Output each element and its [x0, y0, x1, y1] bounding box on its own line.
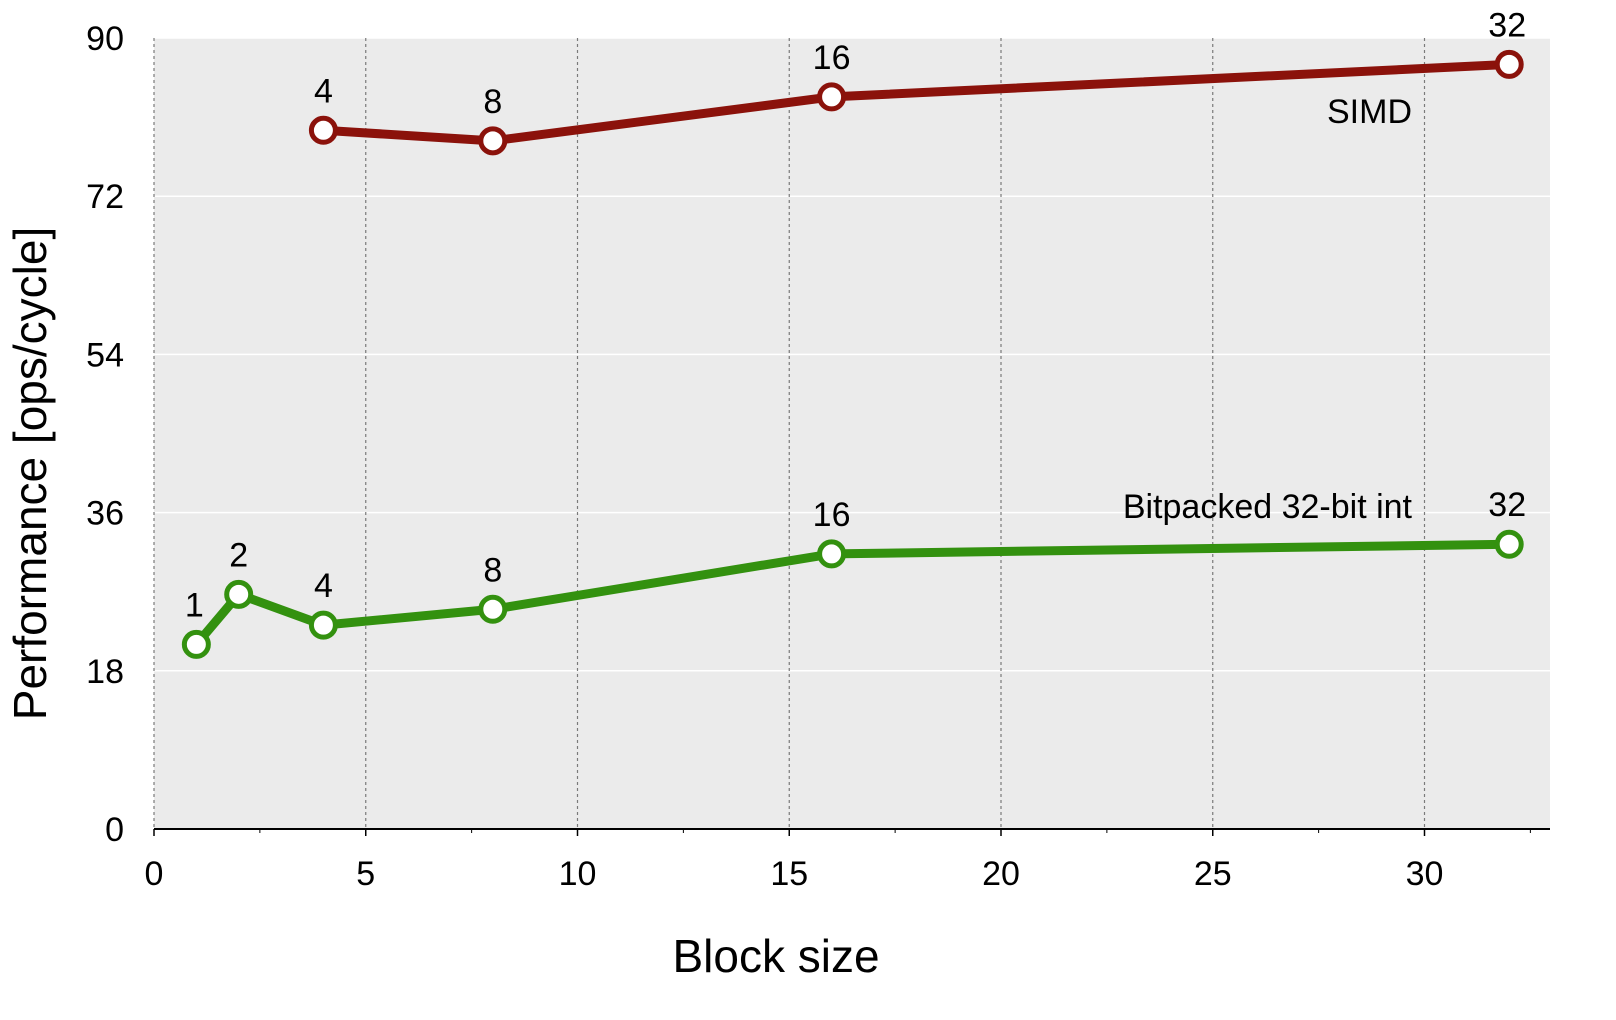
data-point-label: 2 — [229, 536, 248, 574]
series-layer: 4 8 16 32 SIMD 12 4 8 16 32 Bitpacked 32-bit int — [181, 6, 1526, 659]
x-tick-label: 25 — [1194, 855, 1232, 893]
x-tick-label: 15 — [770, 855, 808, 893]
series-simd: 4 8 16 32 SIMD — [308, 6, 1526, 156]
data-point-label: 32 — [1488, 6, 1526, 44]
y-tick-label: 18 — [86, 653, 124, 691]
data-point — [224, 579, 254, 609]
data-point — [308, 610, 338, 640]
y-tick-label: 54 — [86, 336, 124, 374]
x-axis-ticks: 0 5 10 15 20 25 30 — [145, 829, 1531, 893]
x-tick-label: 30 — [1406, 855, 1444, 893]
y-axis-ticks: 0 18 36 54 72 90 — [86, 20, 124, 849]
data-point — [181, 629, 211, 659]
data-point — [1494, 529, 1524, 559]
series-name-label: Bitpacked 32-bit int — [1123, 488, 1413, 526]
y-tick-label: 36 — [86, 495, 124, 533]
series-line — [318, 59, 1514, 146]
x-tick-label: 0 — [145, 855, 164, 893]
y-tick-label: 72 — [86, 178, 124, 216]
series-bitpacked: 12 4 8 16 32 Bitpacked 32-bit int — [181, 486, 1526, 659]
data-point-label: 8 — [483, 551, 502, 589]
data-point-label: 16 — [813, 39, 851, 77]
data-point — [817, 82, 847, 112]
data-point-label: 4 — [314, 72, 333, 110]
data-point — [1494, 49, 1524, 79]
data-point-label: 16 — [813, 496, 851, 534]
plot-background — [154, 38, 1550, 829]
series-name-label: SIMD — [1327, 93, 1412, 131]
data-point-label: 8 — [483, 83, 502, 121]
y-tick-label: 0 — [105, 811, 124, 849]
x-tick-label: 5 — [356, 855, 375, 893]
x-axis-title: Block size — [672, 930, 879, 982]
grid-lines — [153, 37, 1550, 829]
y-axis-title: Performance [ops/cycle] — [4, 227, 56, 720]
data-point — [817, 539, 847, 569]
data-point-label: 1 — [185, 586, 204, 624]
data-point — [478, 126, 508, 156]
data-point-label: 4 — [314, 567, 333, 605]
x-tick-label: 20 — [982, 855, 1020, 893]
data-point-label: 32 — [1488, 486, 1526, 524]
data-point — [478, 594, 508, 624]
x-tick-label: 10 — [559, 855, 597, 893]
y-tick-label: 90 — [86, 20, 124, 58]
data-point — [308, 115, 338, 145]
